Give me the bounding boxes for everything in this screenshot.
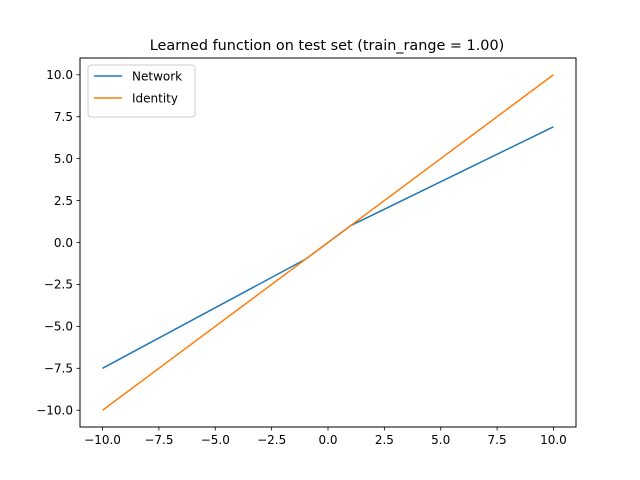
y-tick-label: −5.0 — [44, 320, 73, 334]
legend-label-network: Network — [132, 69, 182, 83]
y-tick-label: 7.5 — [54, 110, 73, 124]
y-axis: −10.0 −7.5 −5.0 −2.5 0.0 2.5 5.0 7.5 10.0 — [36, 68, 80, 418]
x-tick-label: 5.0 — [431, 433, 450, 447]
x-tick-label: 7.5 — [488, 433, 507, 447]
y-tick-label: 10.0 — [46, 68, 73, 82]
legend-box — [87, 64, 196, 118]
series-layer — [102, 74, 554, 411]
y-tick-label: 5.0 — [54, 152, 73, 166]
series-line-network — [102, 126, 554, 369]
x-tick-label: 10.0 — [540, 433, 567, 447]
x-tick-label: −10.0 — [84, 433, 121, 447]
legend: Network Identity — [87, 64, 196, 118]
x-tick-label: −2.5 — [257, 433, 286, 447]
y-tick-label: 0.0 — [54, 236, 73, 250]
y-tick-label: −2.5 — [44, 278, 73, 292]
y-tick-label: −7.5 — [44, 362, 73, 376]
legend-label-identity: Identity — [132, 91, 178, 105]
x-tick-label: −7.5 — [144, 433, 173, 447]
x-tick-label: −5.0 — [201, 433, 230, 447]
chart-title: Learned function on test set (train_rang… — [150, 38, 504, 54]
y-tick-label: 2.5 — [54, 194, 73, 208]
y-tick-label: −10.0 — [36, 404, 73, 418]
x-tick-label: 2.5 — [375, 433, 394, 447]
x-axis: −10.0 −7.5 −5.0 −2.5 0.0 2.5 5.0 7.5 10.0 — [84, 427, 567, 447]
series-line-identity — [102, 74, 554, 411]
x-tick-label: 0.0 — [318, 433, 337, 447]
